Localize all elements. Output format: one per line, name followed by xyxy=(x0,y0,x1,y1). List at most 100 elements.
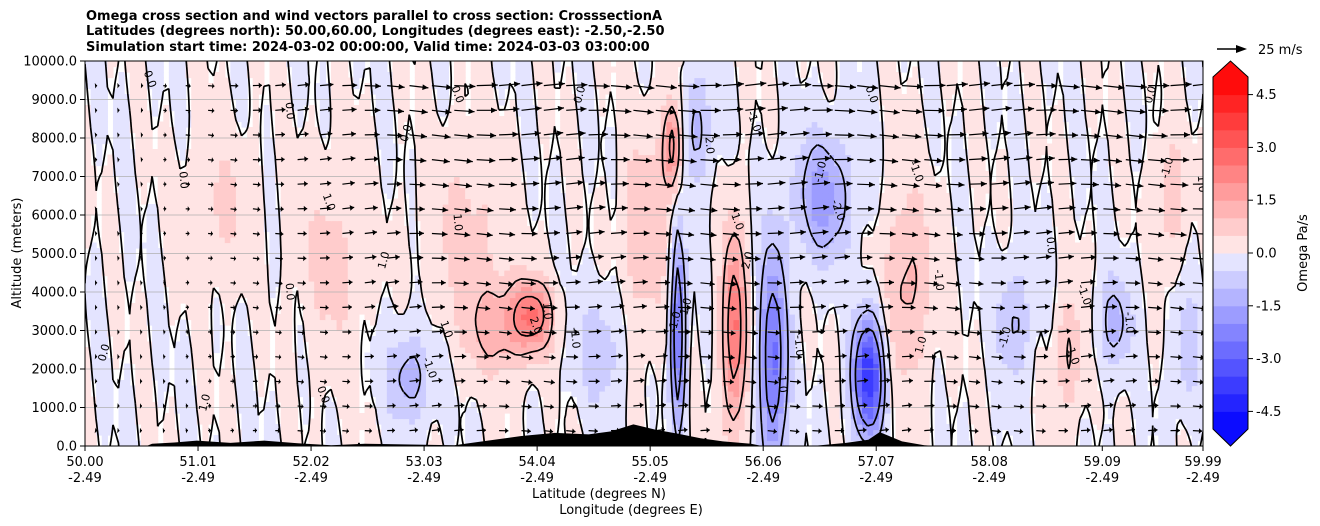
heatmap-cell xyxy=(224,363,231,370)
heatmap-cell xyxy=(252,407,259,414)
heatmap-cell xyxy=(1024,385,1031,392)
heatmap-cell xyxy=(794,347,802,354)
heatmap-cell xyxy=(347,374,354,381)
heatmap-cell xyxy=(1080,336,1087,343)
heatmap-cell xyxy=(230,391,237,398)
heatmap-cell xyxy=(666,413,673,420)
heatmap-cell xyxy=(576,341,584,348)
heatmap-cell xyxy=(414,325,421,332)
heatmap-cell xyxy=(923,341,930,348)
heatmap-cell xyxy=(157,308,164,315)
heatmap-cell xyxy=(722,429,729,436)
heatmap-cell xyxy=(1175,297,1182,304)
heatmap-cell xyxy=(308,424,315,431)
heatmap-cell xyxy=(1107,358,1115,365)
heatmap-cell xyxy=(1080,358,1087,365)
heatmap-cell xyxy=(1163,358,1171,365)
heatmap-cell xyxy=(431,429,438,436)
heatmap-cell xyxy=(515,292,522,299)
heatmap-cell xyxy=(157,314,164,321)
heatmap-cell xyxy=(224,413,231,420)
heatmap-cell xyxy=(711,435,718,442)
heatmap-cell xyxy=(934,358,941,365)
heatmap-cell xyxy=(1141,358,1148,365)
heatmap-cell xyxy=(945,440,953,446)
heatmap-cell xyxy=(1085,385,1092,392)
heatmap-cell xyxy=(1012,385,1020,392)
heatmap-cell xyxy=(1057,303,1064,310)
heatmap-cell xyxy=(252,363,259,370)
heatmap-cell xyxy=(448,407,455,414)
heatmap-cell xyxy=(101,314,108,321)
heatmap-cell xyxy=(185,358,192,365)
heatmap-cell xyxy=(632,374,640,381)
heatmap-cell xyxy=(778,391,785,398)
heatmap-cell xyxy=(543,385,550,392)
heatmap-cell xyxy=(280,308,287,315)
heatmap-cell xyxy=(973,341,980,348)
heatmap-cell xyxy=(453,429,461,436)
heatmap-cell xyxy=(537,336,544,343)
heatmap-cell xyxy=(180,297,187,304)
heatmap-cell xyxy=(912,380,919,387)
heatmap-cell xyxy=(789,292,796,299)
heatmap-cell xyxy=(917,297,925,304)
heatmap-cell xyxy=(671,330,679,337)
heatmap-cell xyxy=(1130,391,1137,398)
heatmap-cell xyxy=(772,319,779,326)
heatmap-cell xyxy=(403,292,410,299)
heatmap-cell xyxy=(386,407,394,414)
heatmap-cell xyxy=(487,407,494,414)
heatmap-cell xyxy=(666,424,673,431)
heatmap-cell xyxy=(314,341,321,348)
heatmap-cell xyxy=(459,347,466,354)
heatmap-cell xyxy=(1024,407,1031,414)
heatmap-cell xyxy=(431,330,438,337)
heatmap-cell xyxy=(733,347,740,354)
heatmap-cell xyxy=(889,347,897,354)
heatmap-cell xyxy=(241,374,248,381)
heatmap-cell xyxy=(448,402,455,409)
heatmap-cell xyxy=(1040,424,1048,431)
heatmap-cell xyxy=(1147,347,1154,354)
heatmap-cell xyxy=(716,396,723,403)
heatmap-cell xyxy=(884,308,891,315)
heatmap-cell xyxy=(330,330,338,337)
heatmap-cell xyxy=(694,341,701,348)
heatmap-cell xyxy=(811,385,818,392)
heatmap-cell xyxy=(912,391,919,398)
heatmap-cell xyxy=(330,314,338,321)
heatmap-cell xyxy=(96,352,103,359)
heatmap-cell xyxy=(303,407,310,414)
heatmap-cell xyxy=(1074,314,1081,321)
heatmap-cell xyxy=(163,413,170,420)
plot-area: 0.00.00.00.00.00.00.00.00.0 0.00.00.01.01… xyxy=(85,61,1203,446)
heatmap-cell xyxy=(409,297,416,304)
heatmap-cell xyxy=(604,363,612,370)
heatmap-cell xyxy=(431,440,438,446)
heatmap-cell xyxy=(1091,380,1098,387)
heatmap-cell xyxy=(677,325,684,332)
heatmap-cell xyxy=(101,297,108,304)
heatmap-cell xyxy=(1158,380,1165,387)
heatmap-cell xyxy=(878,319,885,326)
heatmap-cell xyxy=(420,303,427,310)
heatmap-cell xyxy=(85,374,92,381)
heatmap-cell xyxy=(269,286,276,293)
heatmap-cell xyxy=(481,303,489,310)
heatmap-cell xyxy=(1040,330,1048,337)
heatmap-cell xyxy=(979,369,986,376)
heatmap-cell xyxy=(744,380,751,387)
heatmap-cell xyxy=(202,308,209,315)
heatmap-cell xyxy=(945,424,953,431)
heatmap-cell xyxy=(957,347,964,354)
heatmap-cell xyxy=(873,396,880,403)
heatmap-cell xyxy=(649,402,656,409)
heatmap-cell xyxy=(867,402,874,409)
heatmap-cell xyxy=(834,303,841,310)
heatmap-cell xyxy=(118,319,125,326)
heatmap-cell xyxy=(263,297,271,304)
heatmap-cell xyxy=(655,336,662,343)
heatmap-cell xyxy=(906,385,913,392)
heatmap-cell xyxy=(1007,396,1014,403)
